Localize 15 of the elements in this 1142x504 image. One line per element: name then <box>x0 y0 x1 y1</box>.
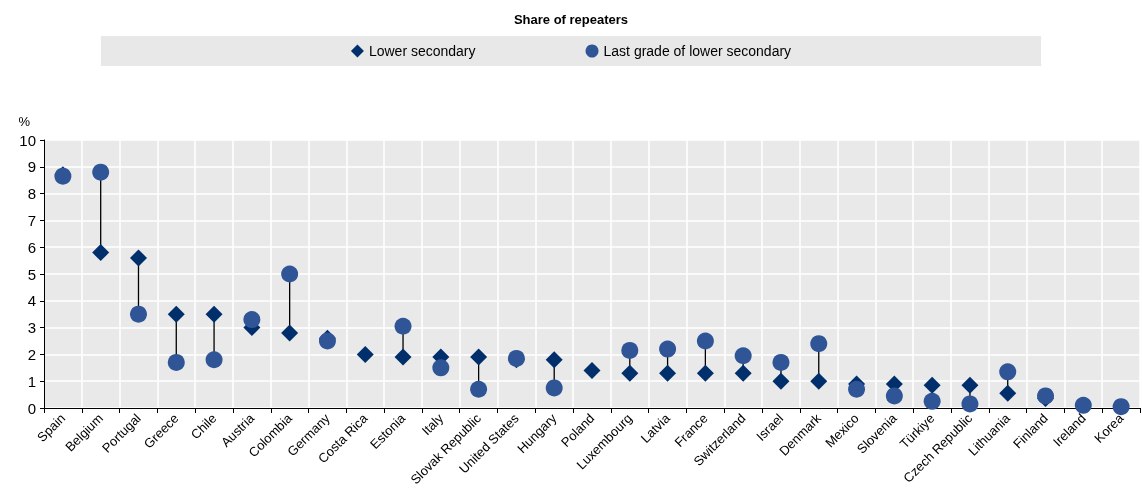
y-tick-label: 6 <box>27 238 36 256</box>
y-tick-label: 0 <box>27 399 36 417</box>
y-tick-label: 2 <box>27 345 36 363</box>
y-tick-label: 4 <box>27 292 36 310</box>
y-tick-label: 7 <box>27 211 36 229</box>
legend-label: Lower secondary <box>368 43 476 59</box>
legend-label: Last grade of lower secondary <box>603 43 792 59</box>
y-tick-label: 1 <box>27 372 36 390</box>
y-tick-label: 9 <box>27 158 36 176</box>
y-tick-label: 5 <box>27 265 36 283</box>
chart-title: Share of repeaters <box>513 12 629 27</box>
y-axis-title: % <box>18 114 31 129</box>
y-tick-label: 3 <box>27 319 36 337</box>
y-tick-label: 10 <box>19 131 36 149</box>
y-tick-label: 8 <box>27 185 36 203</box>
